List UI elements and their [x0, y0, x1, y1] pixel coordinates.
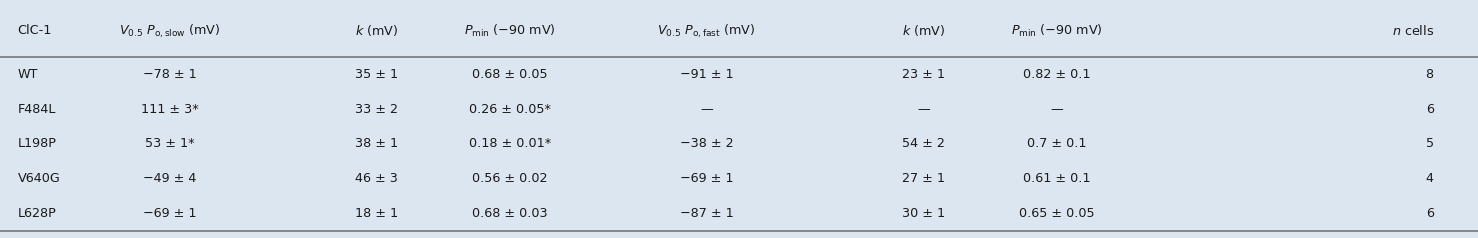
Text: WT: WT: [18, 68, 38, 81]
Text: 30 ± 1: 30 ± 1: [902, 207, 946, 220]
Text: −69 ± 1: −69 ± 1: [680, 172, 733, 185]
Text: −38 ± 2: −38 ± 2: [680, 138, 733, 150]
Text: $V_{0.5}\ P_{\mathrm{o,fast}}$ (mV): $V_{0.5}\ P_{\mathrm{o,fast}}$ (mV): [658, 22, 755, 40]
Text: —: —: [701, 103, 712, 116]
Text: $P_{\mathrm{min}}$ (−90 mV): $P_{\mathrm{min}}$ (−90 mV): [464, 23, 556, 39]
Text: 33 ± 2: 33 ± 2: [355, 103, 399, 116]
Text: 6: 6: [1426, 207, 1434, 220]
Text: —: —: [1051, 103, 1063, 116]
Text: —: —: [918, 103, 930, 116]
Text: 4: 4: [1426, 172, 1434, 185]
Text: 0.18 ± 0.01*: 0.18 ± 0.01*: [469, 138, 551, 150]
Text: F484L: F484L: [18, 103, 56, 116]
Text: 0.7 ± 0.1: 0.7 ± 0.1: [1027, 138, 1086, 150]
Text: 0.82 ± 0.1: 0.82 ± 0.1: [1023, 68, 1091, 81]
Text: −78 ± 1: −78 ± 1: [143, 68, 197, 81]
Text: L198P: L198P: [18, 138, 56, 150]
Text: 6: 6: [1426, 103, 1434, 116]
Text: 0.61 ± 0.1: 0.61 ± 0.1: [1023, 172, 1091, 185]
Text: −69 ± 1: −69 ± 1: [143, 207, 197, 220]
Text: 0.68 ± 0.05: 0.68 ± 0.05: [471, 68, 548, 81]
Text: 46 ± 3: 46 ± 3: [355, 172, 399, 185]
Text: −49 ± 4: −49 ± 4: [143, 172, 197, 185]
Text: 5: 5: [1426, 138, 1434, 150]
Text: 0.26 ± 0.05*: 0.26 ± 0.05*: [469, 103, 551, 116]
Text: 23 ± 1: 23 ± 1: [902, 68, 946, 81]
Text: $V_{0.5}\ P_{\mathrm{o,slow}}$ (mV): $V_{0.5}\ P_{\mathrm{o,slow}}$ (mV): [120, 22, 220, 40]
Text: 0.68 ± 0.03: 0.68 ± 0.03: [471, 207, 548, 220]
Text: 18 ± 1: 18 ± 1: [355, 207, 399, 220]
Text: −87 ± 1: −87 ± 1: [680, 207, 733, 220]
Text: ClC-1: ClC-1: [18, 25, 52, 37]
Text: 0.65 ± 0.05: 0.65 ± 0.05: [1018, 207, 1095, 220]
Text: $k$ (mV): $k$ (mV): [902, 23, 946, 39]
Text: −91 ± 1: −91 ± 1: [680, 68, 733, 81]
Text: V640G: V640G: [18, 172, 61, 185]
Text: 53 ± 1*: 53 ± 1*: [145, 138, 195, 150]
Text: L628P: L628P: [18, 207, 56, 220]
Text: $n$ cells: $n$ cells: [1391, 24, 1434, 38]
Text: $P_{\mathrm{min}}$ (−90 mV): $P_{\mathrm{min}}$ (−90 mV): [1011, 23, 1103, 39]
Text: 35 ± 1: 35 ± 1: [355, 68, 399, 81]
Text: 27 ± 1: 27 ± 1: [902, 172, 946, 185]
Text: 0.56 ± 0.02: 0.56 ± 0.02: [471, 172, 548, 185]
Text: 38 ± 1: 38 ± 1: [355, 138, 399, 150]
Text: 54 ± 2: 54 ± 2: [902, 138, 946, 150]
Text: $k$ (mV): $k$ (mV): [355, 23, 399, 39]
Text: 111 ± 3*: 111 ± 3*: [140, 103, 200, 116]
Text: 8: 8: [1426, 68, 1434, 81]
